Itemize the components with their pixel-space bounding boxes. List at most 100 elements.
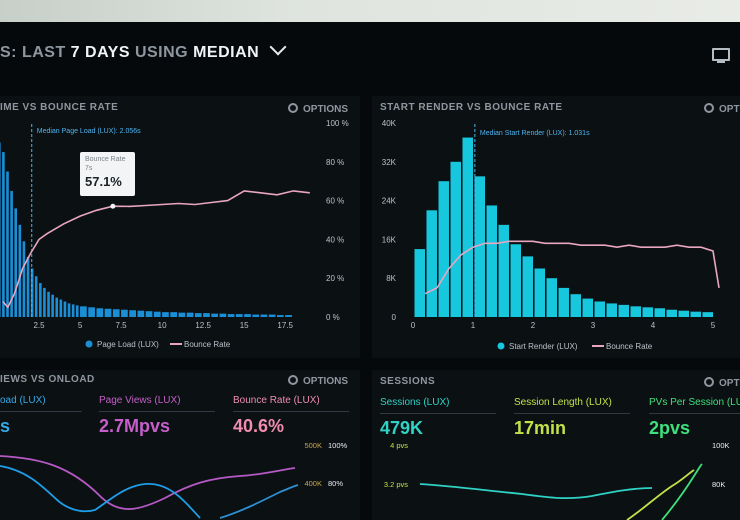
- onload-line: [0, 465, 201, 519]
- x-tick-label: 10: [158, 321, 167, 330]
- monitor-icon[interactable]: [712, 48, 730, 63]
- page-load-bar: [153, 311, 161, 317]
- page-load-bar: [10, 190, 13, 317]
- page-load-bar: [30, 268, 34, 317]
- start-render-bar: [522, 256, 533, 317]
- onload-line: [219, 484, 299, 519]
- page-load-bar: [55, 297, 59, 317]
- options-button[interactable]: OPTIONS: [288, 374, 348, 387]
- y-tick-label: 24K: [382, 197, 397, 206]
- page-load-bar: [71, 304, 75, 317]
- gear-icon: [288, 103, 298, 113]
- gear-icon: [288, 375, 298, 385]
- title-using: USING: [134, 44, 189, 61]
- divider: [99, 411, 215, 412]
- gear-icon: [704, 103, 714, 113]
- panel-title: IME VS BOUNCE RATE: [0, 102, 119, 113]
- options-label: OPTIONS: [303, 376, 349, 387]
- legend-bounce-rate-label: Bounce Rate: [184, 340, 231, 349]
- chevron-down-icon[interactable]: [269, 38, 287, 56]
- start-render-bar: [474, 176, 485, 317]
- start-render-bar: [630, 306, 641, 317]
- start-render-bar: [618, 304, 629, 317]
- tooltip-sub: 7s: [85, 165, 93, 172]
- page-load-bar: [80, 306, 87, 317]
- page-load-bar: [14, 208, 18, 317]
- y2-tick-label: 80K: [712, 480, 725, 489]
- page-load-bar: [244, 314, 251, 317]
- tooltip-value: 57.1%: [85, 174, 122, 189]
- page-load-bar: [63, 301, 67, 317]
- y-tick-label: 4 pvs: [390, 441, 408, 450]
- x-tick-label: 17.5: [277, 321, 293, 330]
- divider: [380, 413, 496, 414]
- gear-icon: [704, 377, 714, 387]
- page-load-bar: [2, 152, 5, 317]
- page-views-line: [0, 455, 296, 510]
- background-top: [0, 0, 740, 22]
- page-load-bar: [18, 224, 22, 317]
- page-load-bar: [260, 314, 268, 317]
- start-render-chart: Median Start Render (LUX): 1.031s 0 1 2 3 4 5 0…: [382, 119, 720, 351]
- metric-value-pvs-per-session: 2pvs: [649, 418, 691, 438]
- bounce-tooltip: Bounce Rate 7s 57.1%: [80, 152, 135, 196]
- page-load-bar: [43, 287, 46, 317]
- page-load-bar: [211, 313, 219, 317]
- metric-label-page-views: Page Views (LUX): [99, 395, 181, 406]
- page-load-bar: [219, 313, 227, 317]
- median-label: Median Page Load (LUX): 2.056s: [37, 128, 141, 135]
- x-tick-label: 15: [240, 321, 249, 330]
- page-load-panel: IME VS BOUNCE RATE OPTIONS Median Page L…: [0, 96, 360, 358]
- panel-title: SESSIONS: [380, 376, 436, 387]
- x-tick-label: 12.5: [195, 321, 211, 330]
- options-label: OPTIONS: [303, 104, 349, 115]
- x-tick-label: 5: [78, 321, 83, 330]
- sessions-chart: 4 pvs 3.2 pvs 100K 80K: [384, 441, 730, 520]
- page-load-bar: [186, 312, 194, 317]
- start-render-bar: [546, 278, 557, 317]
- page-views-panel: IEWS VS ONLOAD OPTIONS oad (LUX) s Page …: [0, 370, 360, 520]
- start-render-bar: [462, 137, 473, 317]
- start-render-panel: START RENDER VS BOUNCE RATE OPT Median S…: [372, 96, 740, 358]
- options-button[interactable]: OPTIONS: [288, 102, 348, 115]
- bounce-rate-line: [424, 240, 720, 295]
- legend-start-render-swatch: [497, 342, 505, 350]
- start-render-bar: [690, 311, 701, 317]
- y-tick-label: 8K: [386, 274, 396, 283]
- page-load-bar: [145, 311, 153, 317]
- options-label: OPT: [719, 378, 740, 389]
- divider: [0, 411, 82, 412]
- options-button[interactable]: OPT: [704, 102, 740, 115]
- legend-bounce-rate-label: Bounce Rate: [606, 342, 653, 351]
- options-label: OPT: [719, 104, 740, 115]
- metric-value-session-length: 17min: [514, 418, 567, 438]
- start-render-bar: [606, 303, 617, 317]
- start-render-bar: [702, 312, 713, 317]
- page-title[interactable]: S: LAST 7 DAYS USING MEDIAN: [0, 38, 287, 62]
- start-render-bar: [414, 249, 425, 317]
- start-render-bar: [426, 210, 437, 317]
- start-render-bar: [498, 224, 509, 317]
- y-tick-label: 32K: [382, 158, 397, 167]
- tooltip-title: Bounce Rate: [85, 156, 126, 163]
- sessions-panel: SESSIONS OPT Sessions (LUX) 479K Session…: [372, 370, 740, 520]
- metric-value-onload: s: [0, 416, 11, 436]
- page-load-bar: [162, 312, 169, 317]
- metric-value-sessions: 479K: [380, 418, 424, 438]
- start-render-bar: [486, 205, 497, 317]
- x-tick-label: 7.5: [116, 321, 128, 330]
- dashboard-header: S: LAST 7 DAYS USING MEDIAN: [0, 38, 740, 70]
- page-load-bar: [276, 315, 284, 317]
- y2-tick-label: 500K: [304, 441, 322, 450]
- x-tick-label: 1: [471, 321, 476, 330]
- title-prefix: S: LAST: [0, 44, 66, 61]
- metric-value-bounce-rate: 40.6%: [233, 416, 285, 436]
- y-tick-label: 16K: [382, 235, 397, 244]
- page-load-bar: [88, 307, 95, 317]
- page-load-bar: [26, 256, 30, 317]
- start-render-bar: [534, 268, 545, 317]
- y-tick-label: 3.2 pvs: [384, 480, 408, 489]
- pvs-per-session-line: [661, 463, 703, 520]
- start-render-bar: [438, 181, 449, 317]
- options-button[interactable]: OPT: [704, 376, 740, 389]
